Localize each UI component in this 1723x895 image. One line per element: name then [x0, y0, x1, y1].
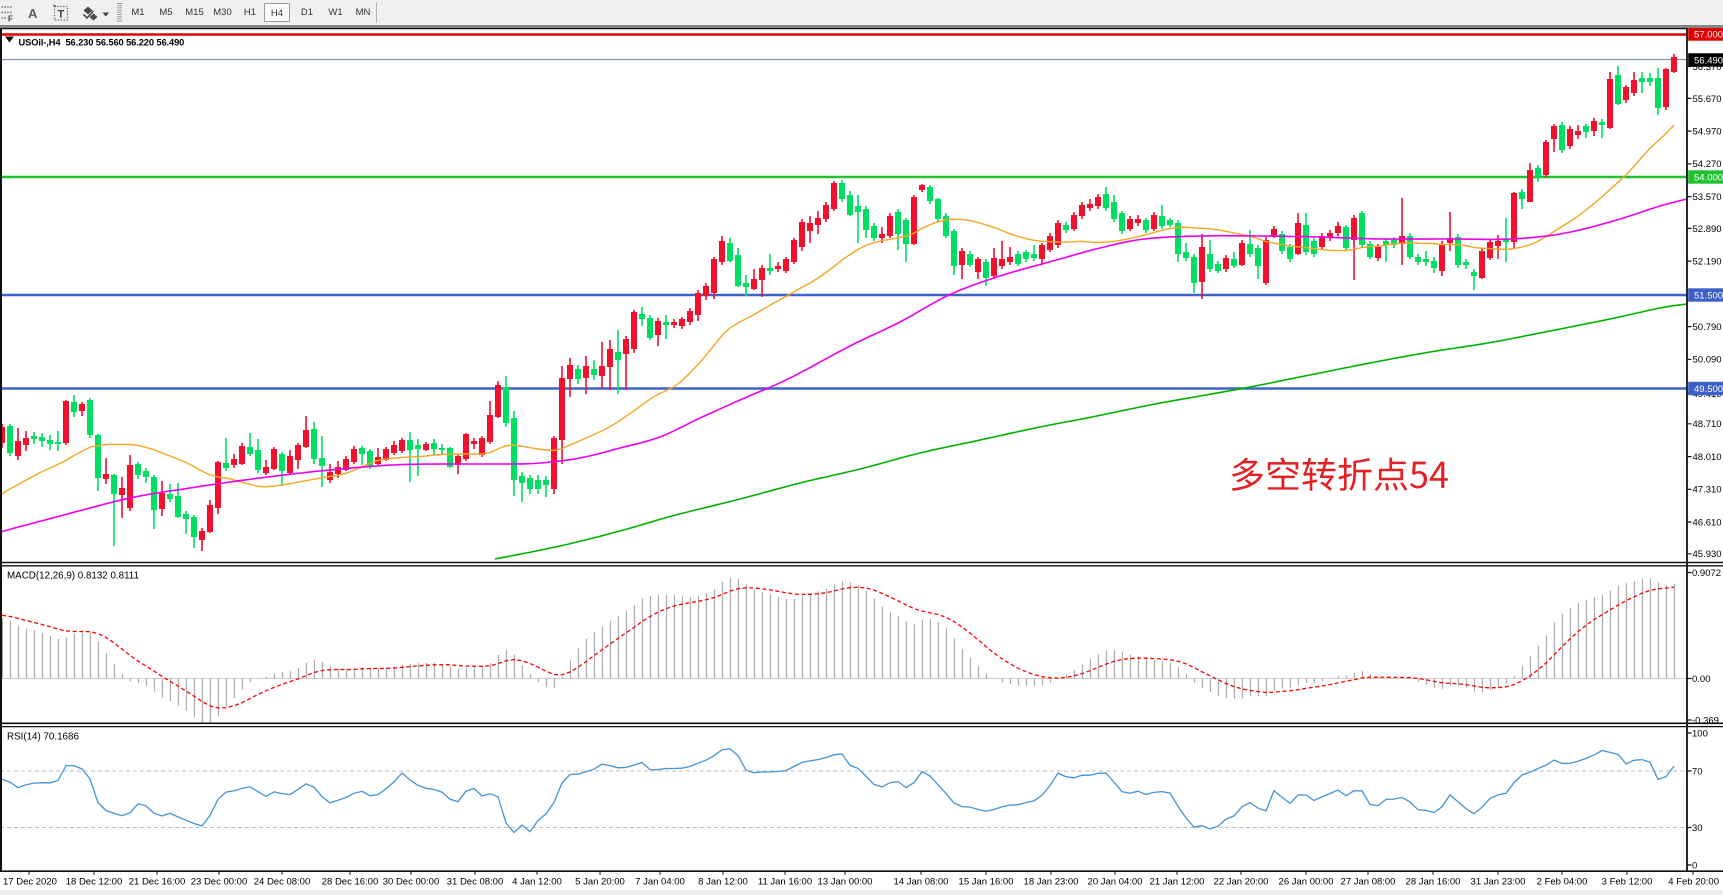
svg-text:4 Jan 12:00: 4 Jan 12:00: [512, 877, 562, 888]
svg-text:54.000: 54.000: [1694, 173, 1723, 184]
svg-text:70: 70: [1692, 766, 1703, 777]
svg-text:54.270: 54.270: [1693, 159, 1722, 170]
svg-text:MACD(12,26,9) 0.8132 0.8111: MACD(12,26,9) 0.8132 0.8111: [7, 571, 139, 582]
svg-text:T: T: [58, 9, 65, 21]
svg-text:52.190: 52.190: [1693, 257, 1722, 268]
svg-text:21 Jan 12:00: 21 Jan 12:00: [1150, 877, 1205, 888]
svg-text:47.310: 47.310: [1693, 485, 1722, 496]
svg-text:52.890: 52.890: [1693, 224, 1722, 235]
svg-text:0: 0: [1692, 860, 1697, 871]
svg-text:54.970: 54.970: [1693, 127, 1722, 138]
svg-text:31 Dec 08:00: 31 Dec 08:00: [447, 877, 504, 888]
svg-text:56.490: 56.490: [1694, 56, 1723, 67]
svg-text:22 Jan 20:00: 22 Jan 20:00: [1214, 877, 1269, 888]
svg-text:RSI(14) 70.1686: RSI(14) 70.1686: [7, 732, 79, 743]
svg-text:USOil-,H4 56.230 56.560 56.22: USOil-,H4 56.230 56.560 56.220 56.490: [19, 38, 185, 48]
svg-text:24 Dec 08:00: 24 Dec 08:00: [254, 877, 311, 888]
svg-text:28 Dec 16:00: 28 Dec 16:00: [322, 877, 379, 888]
svg-text:48.010: 48.010: [1693, 452, 1722, 463]
svg-text:51.500: 51.500: [1694, 291, 1723, 302]
svg-text:23 Dec 00:00: 23 Dec 00:00: [191, 877, 248, 888]
svg-text:20 Jan 04:00: 20 Jan 04:00: [1088, 877, 1143, 888]
svg-text:55.670: 55.670: [1693, 94, 1722, 105]
svg-text:11 Jan 16:00: 11 Jan 16:00: [758, 877, 812, 888]
svg-text:4 Feb 20:00: 4 Feb 20:00: [1668, 877, 1719, 888]
svg-text:18 Dec 12:00: 18 Dec 12:00: [66, 877, 123, 888]
svg-text:53.570: 53.570: [1693, 192, 1722, 203]
svg-text:56.370: 56.370: [1693, 62, 1722, 73]
svg-text:48.710: 48.710: [1693, 419, 1722, 430]
svg-text:26 Jan 00:00: 26 Jan 00:00: [1279, 877, 1334, 888]
svg-text:7 Jan 04:00: 7 Jan 04:00: [635, 877, 685, 888]
svg-text:F: F: [8, 15, 13, 24]
svg-text:14 Jan 08:00: 14 Jan 08:00: [894, 877, 949, 888]
svg-text:17 Dec 2020: 17 Dec 2020: [3, 877, 57, 888]
svg-text:15 Jan 16:00: 15 Jan 16:00: [959, 877, 1014, 888]
svg-text:50.090: 50.090: [1693, 355, 1722, 366]
svg-text:30 Dec 00:00: 30 Dec 00:00: [383, 877, 440, 888]
svg-text:27 Jan 08:00: 27 Jan 08:00: [1341, 877, 1396, 888]
svg-text:28 Jan 16:00: 28 Jan 16:00: [1406, 877, 1461, 888]
svg-text:45.930: 45.930: [1693, 549, 1722, 560]
svg-text:5 Jan 20:00: 5 Jan 20:00: [575, 877, 625, 888]
svg-text:18 Jan 23:00: 18 Jan 23:00: [1024, 877, 1079, 888]
svg-text:0.9072: 0.9072: [1692, 568, 1721, 579]
svg-text:A: A: [28, 6, 38, 21]
svg-text:13 Jan 00:00: 13 Jan 00:00: [818, 877, 873, 888]
svg-text:-0.369: -0.369: [1692, 715, 1719, 726]
svg-text:0.00: 0.00: [1692, 674, 1711, 685]
svg-text:46.610: 46.610: [1693, 517, 1722, 528]
svg-text:2 Feb 04:00: 2 Feb 04:00: [1537, 877, 1588, 888]
svg-text:8 Jan 12:00: 8 Jan 12:00: [698, 877, 748, 888]
svg-text:30: 30: [1692, 823, 1703, 834]
svg-text:100: 100: [1692, 728, 1708, 739]
svg-text:50.790: 50.790: [1693, 322, 1722, 333]
svg-text:21 Dec 16:00: 21 Dec 16:00: [129, 877, 186, 888]
svg-text:3 Feb 12:00: 3 Feb 12:00: [1602, 877, 1653, 888]
svg-text:31 Jan 23:00: 31 Jan 23:00: [1471, 877, 1526, 888]
svg-text:49.500: 49.500: [1694, 384, 1723, 395]
svg-text:57.000: 57.000: [1694, 30, 1723, 41]
